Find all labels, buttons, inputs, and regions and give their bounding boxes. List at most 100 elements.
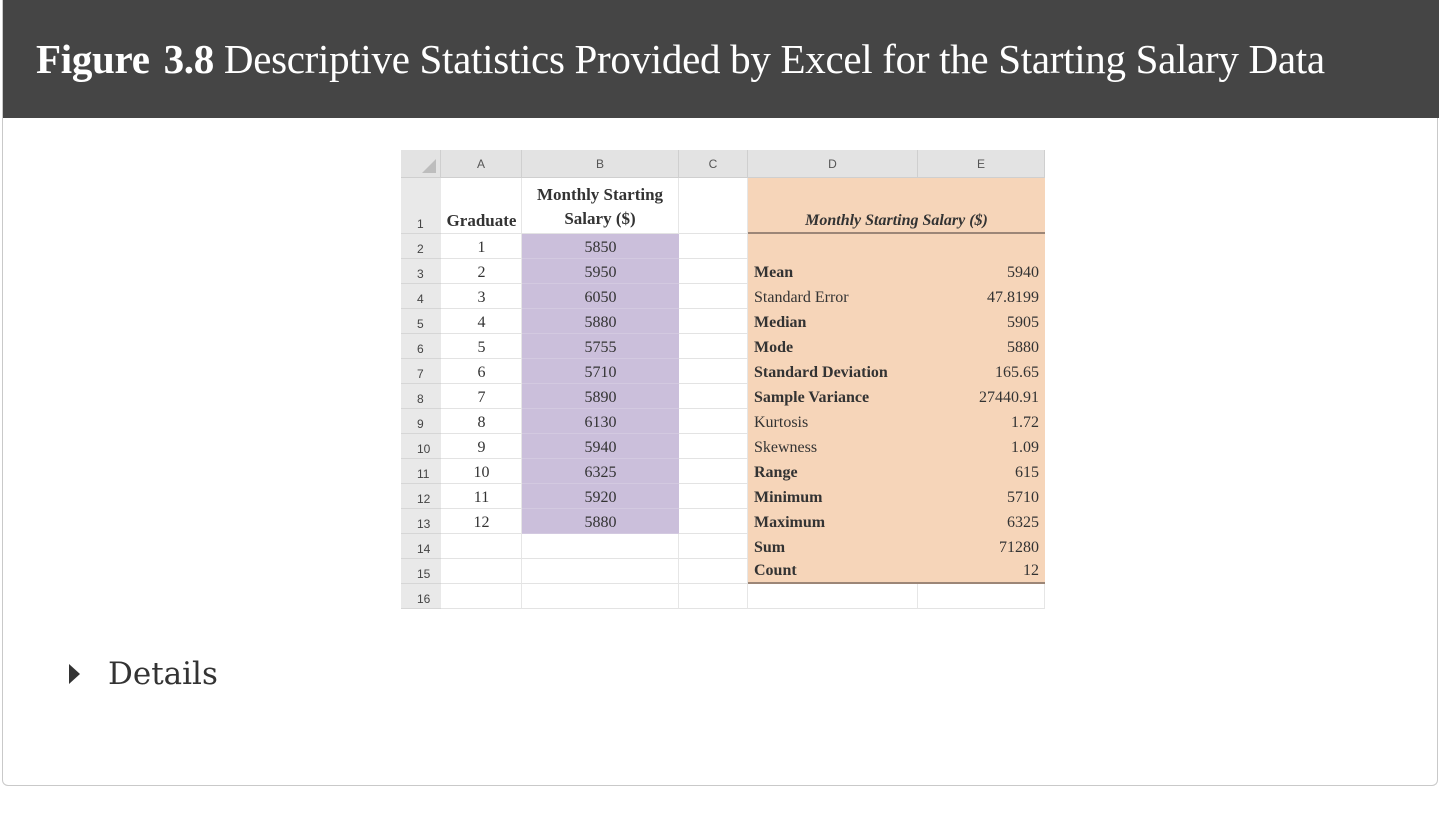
grid-cell[interactable] (679, 484, 748, 509)
grid-cell[interactable] (748, 309, 918, 334)
grid-cell[interactable] (441, 259, 522, 284)
grid-cell[interactable] (918, 359, 1045, 384)
grid-cell[interactable] (918, 259, 1045, 284)
grid-cell[interactable] (748, 384, 918, 409)
details-toggle[interactable]: Details (69, 652, 218, 696)
grid-cell[interactable] (918, 459, 1045, 484)
select-all-corner[interactable] (401, 150, 441, 178)
grid-cell[interactable] (918, 509, 1045, 534)
grid-cell[interactable] (522, 584, 679, 609)
grid-cell[interactable] (918, 584, 1045, 609)
salary-cell: 5880 (584, 314, 617, 331)
grid-cell[interactable] (748, 434, 918, 459)
row-header[interactable]: 9 (401, 409, 441, 434)
grid-cell[interactable] (441, 434, 522, 459)
grid-cell[interactable] (679, 459, 748, 484)
grid-cell[interactable] (679, 178, 748, 234)
grid-cell[interactable] (748, 534, 918, 559)
row-header[interactable]: 4 (401, 284, 441, 309)
row-header[interactable]: 14 (401, 534, 441, 559)
grid-cell[interactable] (918, 309, 1045, 334)
grid-cell[interactable] (522, 334, 679, 359)
grid-cell[interactable] (522, 284, 679, 309)
grid-cell[interactable] (679, 309, 748, 334)
row-header[interactable]: 13 (401, 509, 441, 534)
grid-cell[interactable] (441, 309, 522, 334)
row-header[interactable]: 15 (401, 559, 441, 584)
grid-cell[interactable] (522, 234, 679, 259)
grid-cell[interactable] (441, 559, 522, 584)
grid-cell[interactable] (748, 459, 918, 484)
row-header[interactable]: 3 (401, 259, 441, 284)
grid-cell[interactable] (441, 284, 522, 309)
grid-cell[interactable] (918, 534, 1045, 559)
grid-cell[interactable] (441, 584, 522, 609)
grid-cell[interactable] (748, 409, 918, 434)
grid-cell[interactable] (918, 409, 1045, 434)
grid-cell[interactable] (441, 509, 522, 534)
grid-cell[interactable] (441, 459, 522, 484)
column-header[interactable]: B (522, 150, 679, 178)
grid-cell[interactable] (441, 359, 522, 384)
grid-cell[interactable] (918, 234, 1045, 259)
grid-cell[interactable] (679, 434, 748, 459)
grid-cell[interactable] (522, 434, 679, 459)
grid-cell[interactable] (679, 584, 748, 609)
row-header[interactable]: 2 (401, 234, 441, 259)
row-header[interactable]: 10 (401, 434, 441, 459)
grid-cell[interactable] (679, 409, 748, 434)
grid-cell[interactable] (679, 359, 748, 384)
grid-cell[interactable] (679, 509, 748, 534)
grid-cell[interactable] (679, 284, 748, 309)
row-header[interactable]: 16 (401, 584, 441, 609)
grid-cell[interactable] (441, 484, 522, 509)
grid-cell[interactable] (748, 259, 918, 284)
grid-cell[interactable] (522, 384, 679, 409)
grid-cell[interactable] (522, 559, 679, 584)
grid-cell[interactable] (522, 409, 679, 434)
grid-cell[interactable] (522, 484, 679, 509)
grid-cell[interactable] (748, 484, 918, 509)
grid-cell[interactable] (441, 534, 522, 559)
grid-cell[interactable] (522, 359, 679, 384)
grid-cell[interactable] (679, 559, 748, 584)
row-header[interactable]: 1 (401, 178, 441, 234)
grid-cell[interactable] (522, 459, 679, 484)
row-header[interactable]: 6 (401, 334, 441, 359)
grid-cell[interactable] (679, 234, 748, 259)
row-header[interactable]: 11 (401, 459, 441, 484)
grid-cell[interactable] (441, 384, 522, 409)
grid-cell[interactable] (918, 484, 1045, 509)
salary-cell: 5755 (584, 339, 617, 356)
grid-cell[interactable] (748, 359, 918, 384)
stat-value: 5880 (1007, 339, 1039, 356)
grid-cell[interactable] (679, 334, 748, 359)
grid-cell[interactable] (679, 259, 748, 284)
grid-cell[interactable] (522, 509, 679, 534)
grid-cell[interactable] (748, 284, 918, 309)
grid-cell[interactable] (679, 534, 748, 559)
grid-cell[interactable] (522, 534, 679, 559)
grid-cell[interactable] (441, 409, 522, 434)
row-header[interactable]: 7 (401, 359, 441, 384)
grid-cell[interactable] (522, 309, 679, 334)
row-header[interactable]: 12 (401, 484, 441, 509)
row-header[interactable]: 5 (401, 309, 441, 334)
grid-cell[interactable] (918, 384, 1045, 409)
column-header[interactable]: D (748, 150, 918, 178)
grid-cell[interactable] (679, 384, 748, 409)
grid-cell[interactable] (748, 334, 918, 359)
row-header[interactable]: 8 (401, 384, 441, 409)
grid-cell[interactable] (918, 434, 1045, 459)
grid-cell[interactable] (441, 334, 522, 359)
grid-cell[interactable] (748, 584, 918, 609)
column-header[interactable]: E (918, 150, 1045, 178)
grid-cell[interactable] (441, 234, 522, 259)
column-header[interactable]: C (679, 150, 748, 178)
grid-cell[interactable] (918, 284, 1045, 309)
grid-cell[interactable] (522, 259, 679, 284)
grid-cell[interactable] (748, 509, 918, 534)
grid-cell[interactable] (748, 234, 918, 259)
column-header[interactable]: A (441, 150, 522, 178)
grid-cell[interactable] (918, 334, 1045, 359)
